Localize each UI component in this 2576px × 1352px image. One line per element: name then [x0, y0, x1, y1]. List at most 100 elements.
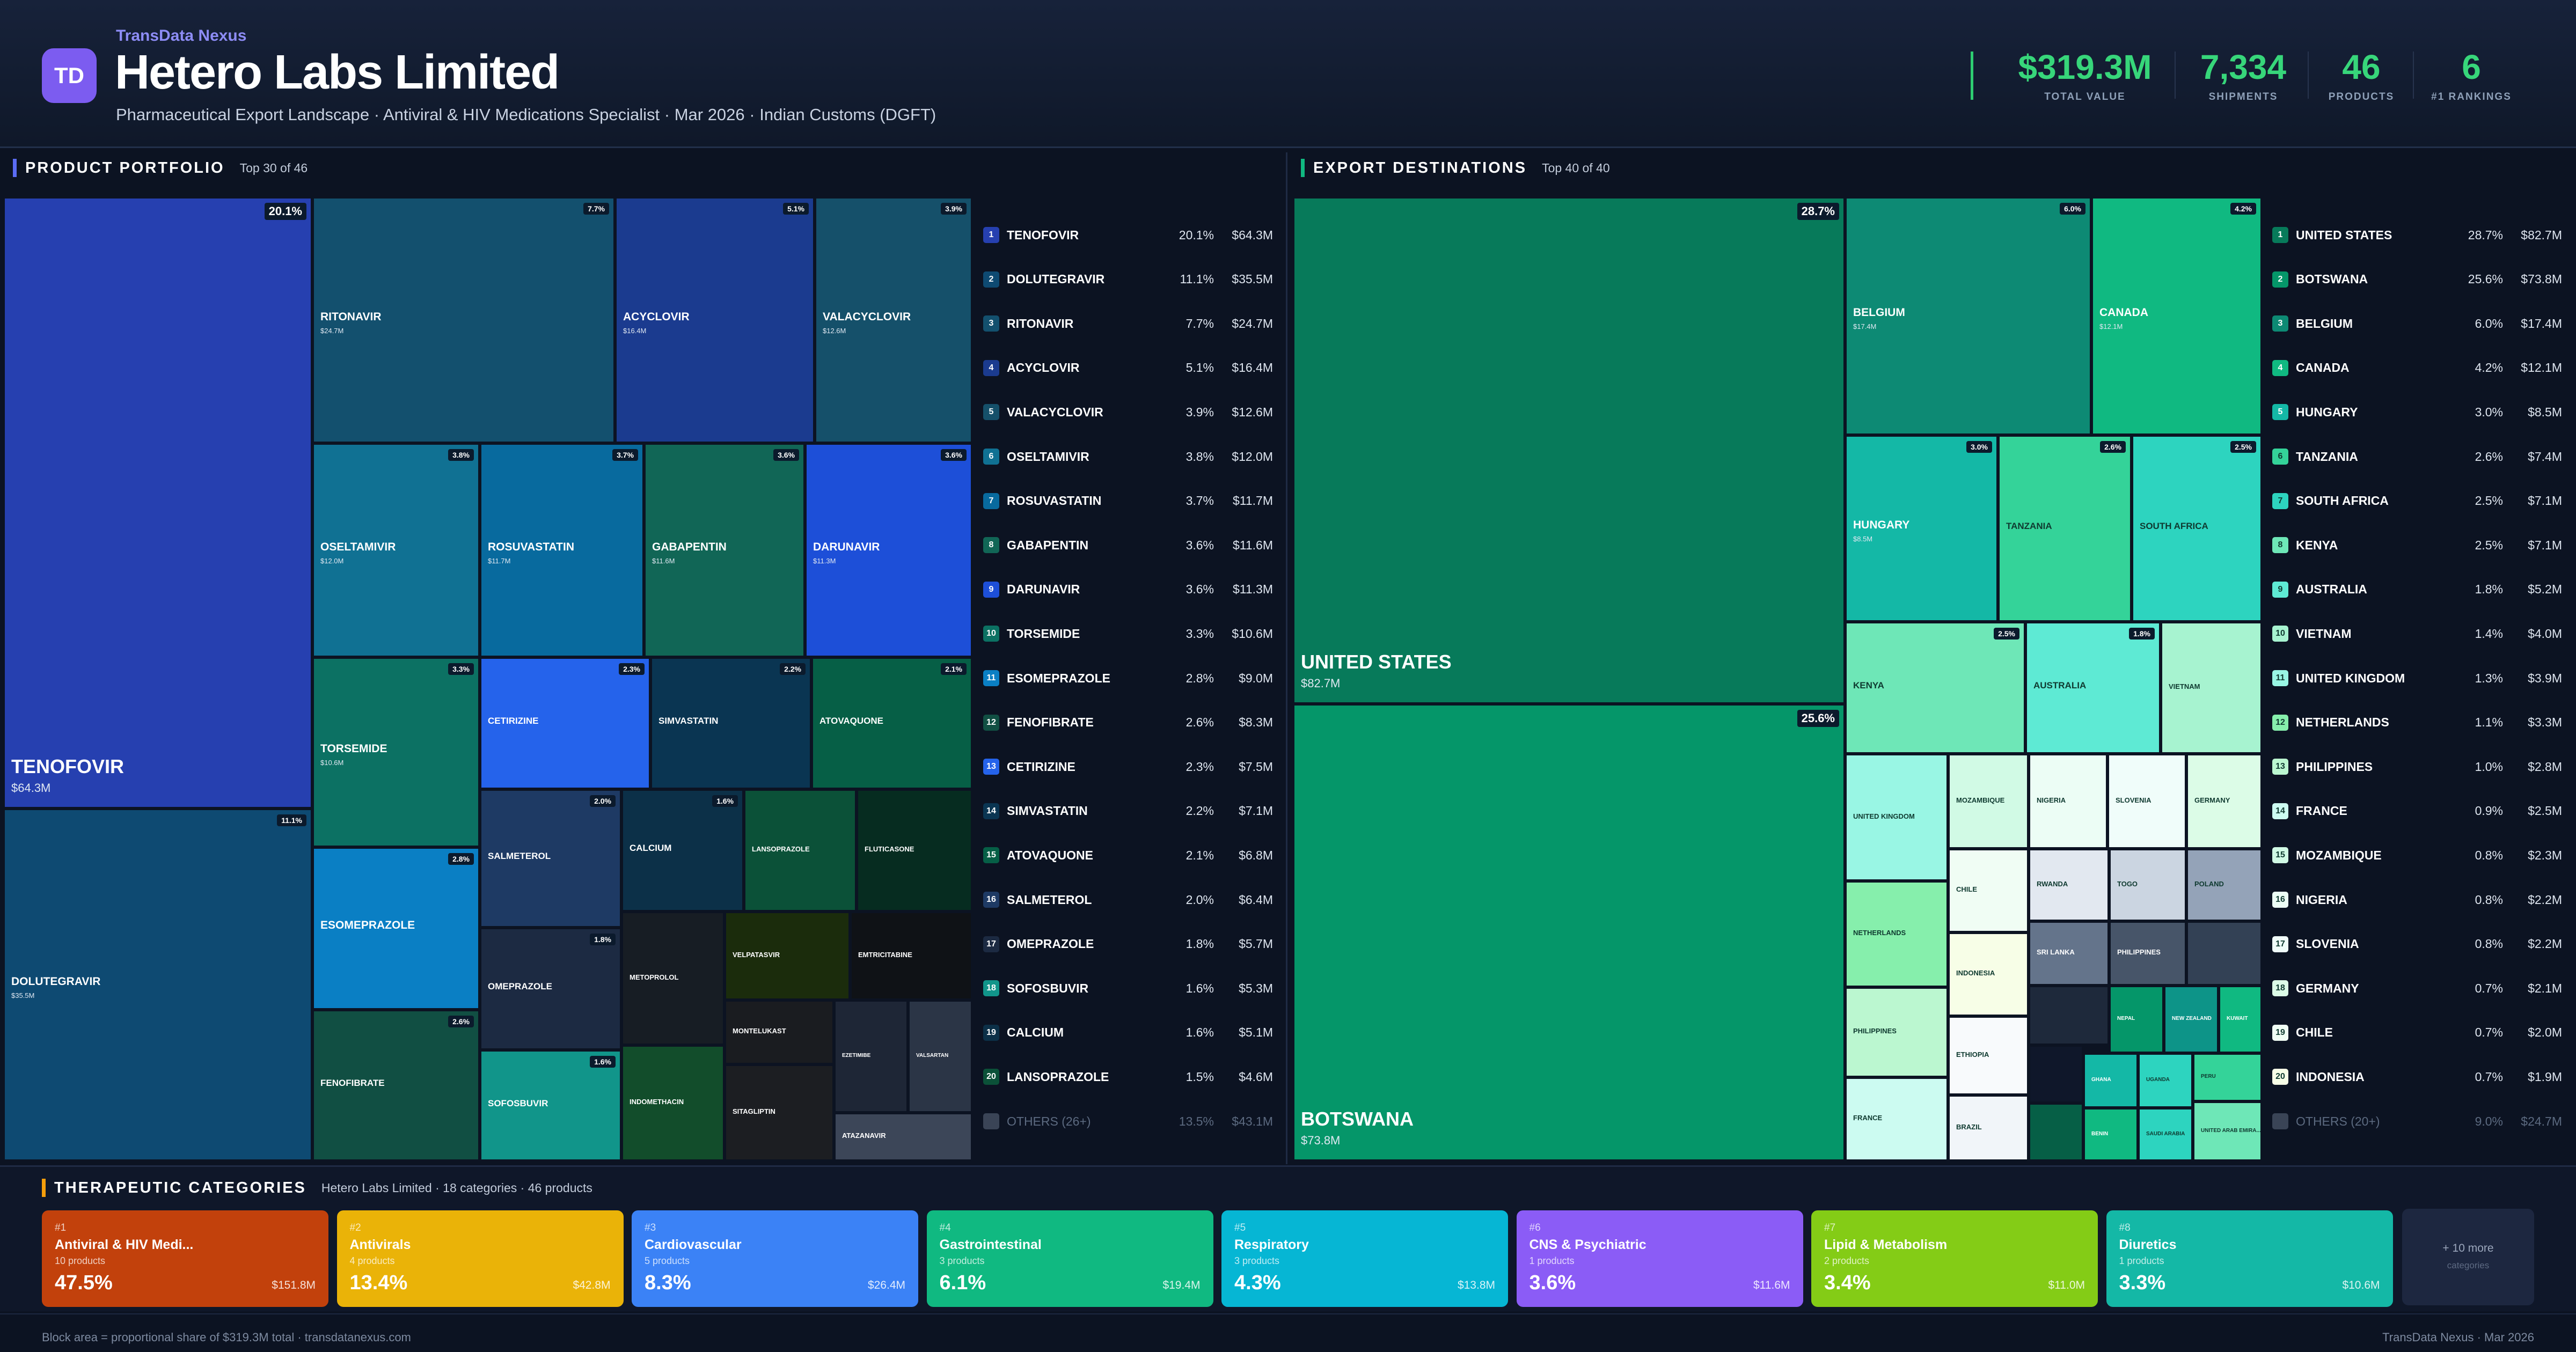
product-tile[interactable]: VALSARTAN: [908, 1000, 972, 1113]
product-list-item[interactable]: 9 DARUNAVIR 3.6% $11.3M: [983, 579, 1273, 600]
destination-tile[interactable]: RWANDA: [2029, 849, 2109, 921]
product-tile[interactable]: EMTRICITABINE: [850, 912, 972, 1000]
product-tile[interactable]: ESOMEPRAZOLE 2.8%: [312, 847, 480, 1010]
product-tile[interactable]: FENOFIBRATE 2.6%: [312, 1010, 480, 1161]
product-list-item[interactable]: 16 SALMETEROL 2.0% $6.4M: [983, 889, 1273, 910]
product-tile[interactable]: VALACYCLOVIR $12.6M 3.9%: [815, 197, 972, 443]
product-list-item[interactable]: 5 VALACYCLOVIR 3.9% $12.6M: [983, 401, 1273, 423]
product-tile[interactable]: FLUTICASONE: [857, 789, 972, 912]
product-tile[interactable]: VELPATASVIR: [724, 912, 850, 1000]
destination-tile[interactable]: KENYA 2.5%: [1845, 622, 2025, 754]
destination-list-item[interactable]: 18 GERMANY 0.7% $2.1M: [2272, 978, 2562, 999]
product-list-item[interactable]: 13 CETIRIZINE 2.3% $7.5M: [983, 756, 1273, 777]
product-list-item[interactable]: 6 OSELTAMIVIR 3.8% $12.0M: [983, 446, 1273, 467]
destination-tile[interactable]: ETHIOPIA: [1948, 1016, 2029, 1095]
product-list-item[interactable]: 2 DOLUTEGRAVIR 11.1% $35.5M: [983, 269, 1273, 290]
category-card[interactable]: #4 Gastrointestinal 3 products 6.1% $19.4M: [926, 1210, 1213, 1307]
product-tile[interactable]: ROSUVASTATIN $11.7M 3.7%: [480, 443, 644, 657]
destination-tile[interactable]: SLOVENIA: [2107, 754, 2186, 849]
product-list-item[interactable]: 14 SIMVASTATIN 2.2% $7.1M: [983, 800, 1273, 822]
destination-list-item[interactable]: 11 UNITED KINGDOM 1.3% $3.9M: [2272, 667, 2562, 689]
category-card[interactable]: #5 Respiratory 3 products 4.3% $13.8M: [1221, 1210, 1508, 1307]
product-list-item[interactable]: 18 SOFOSBUVIR 1.6% $5.3M: [983, 978, 1273, 999]
product-tile[interactable]: ACYCLOVIR $16.4M 5.1%: [615, 197, 815, 443]
product-list-item[interactable]: 20 LANSOPRAZOLE 1.5% $4.6M: [983, 1066, 1273, 1088]
destination-tile[interactable]: PERU: [2193, 1053, 2262, 1101]
category-card[interactable]: #1 Antiviral & HIV Medi... 10 products 47.5…: [42, 1210, 328, 1307]
product-tile[interactable]: TENOFOVIR $64.3M 20.1%: [3, 197, 312, 809]
destination-tile[interactable]: SOUTH AFRICA 2.5%: [2132, 435, 2262, 622]
product-list-item[interactable]: 17 OMEPRAZOLE 1.8% $5.7M: [983, 934, 1273, 955]
destination-tile[interactable]: BRAZIL: [1948, 1095, 2029, 1161]
product-list-item[interactable]: 12 FENOFIBRATE 2.6% $8.3M: [983, 712, 1273, 733]
category-card[interactable]: #2 Antivirals 4 products 13.4% $42.8M: [336, 1210, 624, 1307]
destination-list-item[interactable]: 8 KENYA 2.5% $7.1M: [2272, 534, 2562, 556]
product-tile[interactable]: METOPROLOL: [621, 912, 724, 1045]
destination-tile[interactable]: [2029, 1045, 2083, 1103]
destination-list-item[interactable]: 16 NIGERIA 0.8% $2.2M: [2272, 889, 2562, 910]
product-tile[interactable]: SALMETEROL 2.0%: [480, 789, 621, 928]
destination-list-item[interactable]: 19 CHILE 0.7% $2.0M: [2272, 1022, 2562, 1044]
destination-tile[interactable]: POLAND: [2186, 849, 2262, 921]
product-tile[interactable]: RITONAVIR $24.7M 7.7%: [312, 197, 615, 443]
product-tile[interactable]: ATOVAQUONE 2.1%: [811, 657, 972, 789]
destination-tile[interactable]: NIGERIA: [2029, 754, 2107, 849]
product-tile[interactable]: INDOMETHACIN: [621, 1045, 724, 1161]
product-list-item[interactable]: 4 ACYCLOVIR 5.1% $16.4M: [983, 357, 1273, 379]
destination-tile[interactable]: SRI LANKA: [2029, 921, 2109, 986]
product-list-item[interactable]: 19 CALCIUM 1.6% $5.1M: [983, 1022, 1273, 1044]
destination-tile[interactable]: BELGIUM $17.4M 6.0%: [1845, 197, 2091, 435]
product-tile[interactable]: SITAGLIPTIN: [724, 1064, 834, 1161]
destination-list-item[interactable]: 6 TANZANIA 2.6% $7.4M: [2272, 446, 2562, 467]
product-list-item[interactable]: 11 ESOMEPRAZOLE 2.8% $9.0M: [983, 667, 1273, 689]
destination-tile[interactable]: SAUDI ARABIA: [2138, 1108, 2193, 1161]
product-tile[interactable]: EZETIMIBE: [834, 1000, 908, 1113]
destination-tile[interactable]: MOZAMBIQUE: [1948, 754, 2029, 849]
product-tile[interactable]: SIMVASTATIN 2.2%: [650, 657, 811, 789]
product-list-item[interactable]: 8 GABAPENTIN 3.6% $11.6M: [983, 534, 1273, 556]
product-tile[interactable]: TORSEMIDE $10.6M 3.3%: [312, 657, 480, 847]
product-tile[interactable]: MONTELUKAST: [724, 1000, 834, 1064]
destination-tile[interactable]: BENIN: [2083, 1108, 2138, 1161]
product-tile[interactable]: DARUNAVIR $11.3M 3.6%: [805, 443, 972, 657]
product-list-item[interactable]: 1 TENOFOVIR 20.1% $64.3M: [983, 224, 1273, 246]
destination-tile[interactable]: INDONESIA: [1948, 932, 2029, 1016]
destination-list-item[interactable]: 10 VIETNAM 1.4% $4.0M: [2272, 623, 2562, 644]
destination-list-item[interactable]: 17 SLOVENIA 0.8% $2.2M: [2272, 934, 2562, 955]
product-tile[interactable]: DOLUTEGRAVIR $35.5M 11.1%: [3, 809, 312, 1161]
destination-tile[interactable]: NEW ZEALAND: [2164, 986, 2219, 1053]
destination-tile[interactable]: TANZANIA 2.6%: [1998, 435, 2132, 622]
destination-list-item[interactable]: 13 PHILIPPINES 1.0% $2.8M: [2272, 756, 2562, 777]
destination-tile[interactable]: [2186, 921, 2262, 986]
destination-tile[interactable]: VIETNAM: [2161, 622, 2262, 754]
destination-list-item[interactable]: 5 HUNGARY 3.0% $8.5M: [2272, 401, 2562, 423]
product-tile[interactable]: SOFOSBUVIR 1.6%: [480, 1050, 621, 1161]
destination-tile[interactable]: FRANCE: [1845, 1077, 1948, 1161]
destination-tile[interactable]: GERMANY: [2186, 754, 2262, 849]
more-categories-card[interactable]: + 10 more categories: [2402, 1209, 2534, 1305]
destination-list-item[interactable]: 20 INDONESIA 0.7% $1.9M: [2272, 1066, 2562, 1088]
destination-tile[interactable]: AUSTRALIA 1.8%: [2025, 622, 2161, 754]
destination-list-item[interactable]: 7 SOUTH AFRICA 2.5% $7.1M: [2272, 490, 2562, 512]
product-tile[interactable]: CALCIUM 1.6%: [621, 789, 744, 912]
destination-tile[interactable]: PHILIPPINES: [2109, 921, 2186, 986]
destination-list-item[interactable]: 15 MOZAMBIQUE 0.8% $2.3M: [2272, 844, 2562, 866]
product-list-item[interactable]: 7 ROSUVASTATIN 3.7% $11.7M: [983, 490, 1273, 512]
destination-list-item[interactable]: 1 UNITED STATES 28.7% $82.7M: [2272, 224, 2562, 246]
destination-tile[interactable]: TOGO: [2109, 849, 2186, 921]
destination-tile[interactable]: CANADA $12.1M 4.2%: [2091, 197, 2262, 435]
product-tile[interactable]: OSELTAMIVIR $12.0M 3.8%: [312, 443, 480, 657]
destination-tile[interactable]: NETHERLANDS: [1845, 881, 1948, 987]
product-list-item[interactable]: 15 ATOVAQUONE 2.1% $6.8M: [983, 844, 1273, 866]
product-tile[interactable]: ATAZANAVIR: [834, 1113, 972, 1161]
product-list-item[interactable]: 3 RITONAVIR 7.7% $24.7M: [983, 313, 1273, 334]
destination-tile[interactable]: UNITED KINGDOM: [1845, 754, 1948, 881]
category-card[interactable]: #6 CNS & Psychiatric 1 products 3.6% $11.6M: [1516, 1210, 1803, 1307]
destination-tile[interactable]: HUNGARY $8.5M 3.0%: [1845, 435, 1998, 622]
category-card[interactable]: #8 Diuretics 1 products 3.3% $10.6M: [2106, 1210, 2393, 1307]
product-list-item[interactable]: 10 TORSEMIDE 3.3% $10.6M: [983, 623, 1273, 644]
destination-tile[interactable]: BOTSWANA $73.8M 25.6%: [1293, 704, 1845, 1161]
category-card[interactable]: #7 Lipid & Metabolism 2 products 3.4% $11.0M: [1811, 1210, 2098, 1307]
destination-tile[interactable]: [2029, 986, 2109, 1045]
destination-list-item[interactable]: OTHERS (20+) 9.0% $24.7M: [2272, 1111, 2562, 1132]
